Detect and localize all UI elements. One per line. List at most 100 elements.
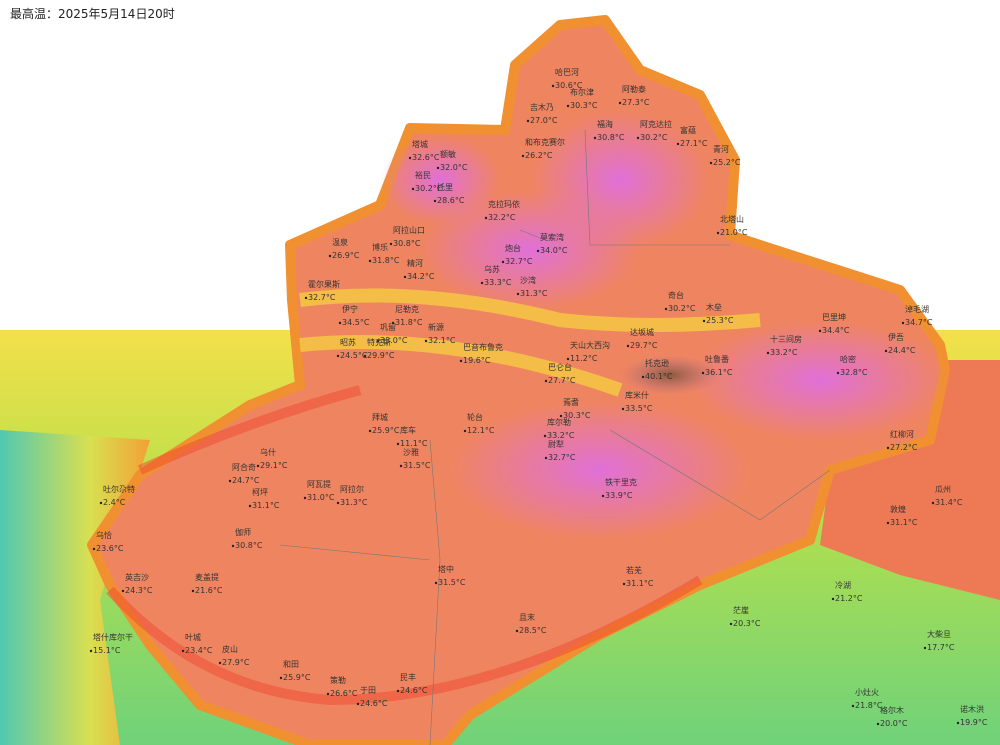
station-name: 精河 <box>407 258 423 268</box>
station-temp: 31.1°C <box>626 579 654 588</box>
station-dot <box>729 622 733 626</box>
station-dot <box>851 704 855 708</box>
station-temp: 17.7°C <box>927 643 955 652</box>
station-name: 且末 <box>519 612 535 622</box>
station-dot <box>956 721 960 725</box>
station-name: 阿瓦提 <box>307 479 331 489</box>
heat-zone <box>380 135 500 225</box>
station-name: 莫索湾 <box>540 232 564 242</box>
station-temp: 29.1°C <box>260 461 288 470</box>
station-dot <box>480 281 484 285</box>
station-temp: 34.0°C <box>540 246 568 255</box>
station-name: 策勒 <box>330 675 346 685</box>
station-temp: 31.5°C <box>403 461 431 470</box>
station-name: 青河 <box>713 144 729 154</box>
station-dot <box>544 456 548 460</box>
station-name: 阿克达拉 <box>640 119 672 129</box>
station-temp: 31.1°C <box>890 518 918 527</box>
station-dot <box>391 321 395 325</box>
station-temp: 31.8°C <box>372 256 400 265</box>
station-name: 木垒 <box>706 302 722 312</box>
station-name: 和布克赛尔 <box>525 137 565 147</box>
station-temp: 12.1°C <box>467 426 495 435</box>
station-temp: 26.6°C <box>330 689 358 698</box>
station-dot <box>515 629 519 633</box>
station-temp: 25.9°C <box>283 673 311 682</box>
station-temp: 31.3°C <box>340 498 368 507</box>
station-temp: 30.3°C <box>570 101 598 110</box>
station-dot <box>601 494 605 498</box>
station-dot <box>618 101 622 105</box>
station-dot <box>463 429 467 433</box>
station-dot <box>411 187 415 191</box>
station-dot <box>876 722 880 726</box>
station-temp: 21.6°C <box>195 586 223 595</box>
station-temp: 28.6°C <box>437 196 465 205</box>
station-dot <box>676 142 680 146</box>
station-name: 伊吾 <box>888 332 904 342</box>
station-name: 昭苏 <box>340 337 356 347</box>
station-dot <box>551 84 555 88</box>
station-dot <box>621 407 625 411</box>
station-temp: 24.6°C <box>360 699 388 708</box>
station-name: 哈巴河 <box>555 67 579 77</box>
station-name: 博乐 <box>372 242 388 252</box>
station-name: 达坂城 <box>630 327 654 337</box>
station-dot <box>92 547 96 551</box>
station-name: 巴音布鲁克 <box>463 342 503 352</box>
station-temp: 31.0°C <box>307 493 335 502</box>
station-dot <box>526 119 530 123</box>
station-temp: 31.4°C <box>935 498 963 507</box>
station-name: 霍尔果斯 <box>308 279 340 289</box>
station-name: 皮山 <box>222 644 238 654</box>
station-name: 炮台 <box>505 243 521 253</box>
station-dot <box>521 154 525 158</box>
station-name: 乌什 <box>260 447 276 457</box>
station-name: 沙湾 <box>520 275 536 285</box>
station-dot <box>501 260 505 264</box>
station-temp: 27.0°C <box>530 116 558 125</box>
station-name: 柯坪 <box>252 487 268 497</box>
station-temp: 32.2°C <box>488 213 516 222</box>
station-dot <box>368 429 372 433</box>
station-name: 富蕴 <box>680 125 696 135</box>
station-temp: 30.8°C <box>597 133 625 142</box>
station-temp: 34.5°C <box>342 318 370 327</box>
station-dot <box>436 166 440 170</box>
station-dot <box>459 359 463 363</box>
station-dot <box>181 649 185 653</box>
station-dot <box>248 504 252 508</box>
station-name: 库米什 <box>625 390 649 400</box>
station-temp: 33.3°C <box>484 278 512 287</box>
station-dot <box>338 321 342 325</box>
station-temp: 32.1°C <box>428 336 456 345</box>
station-dot <box>336 354 340 358</box>
station-name: 塔中 <box>438 564 454 574</box>
station-temp: 15.1°C <box>93 646 121 655</box>
station-name: 北塔山 <box>720 214 744 224</box>
station-dot <box>836 371 840 375</box>
station-name: 裕民 <box>415 170 431 180</box>
station-temp: 23.4°C <box>185 646 213 655</box>
station-dot <box>389 242 393 246</box>
hot-spot <box>620 355 720 395</box>
station-name: 淖毛湖 <box>905 304 929 314</box>
station-dot <box>641 375 645 379</box>
station-name: 瓜州 <box>935 485 951 494</box>
station-temp: 30.8°C <box>393 239 421 248</box>
station-dot <box>766 351 770 355</box>
station-temp: 32.7°C <box>308 293 336 302</box>
station-temp: 19.6°C <box>463 356 491 365</box>
station-dot <box>363 354 367 358</box>
station-temp: 36.1°C <box>705 368 733 377</box>
station-temp: 29.9°C <box>367 351 395 360</box>
station-name: 敦煌 <box>890 504 906 514</box>
station-name: 于田 <box>360 686 376 695</box>
station-name: 茫崖 <box>733 605 749 615</box>
map-title: 最高温：2025年5月14日20时 <box>10 6 175 21</box>
station-temp: 24.5°C <box>340 351 368 360</box>
station-dot <box>923 646 927 650</box>
station-name: 诺木洪 <box>960 704 984 714</box>
station-dot <box>328 254 332 258</box>
